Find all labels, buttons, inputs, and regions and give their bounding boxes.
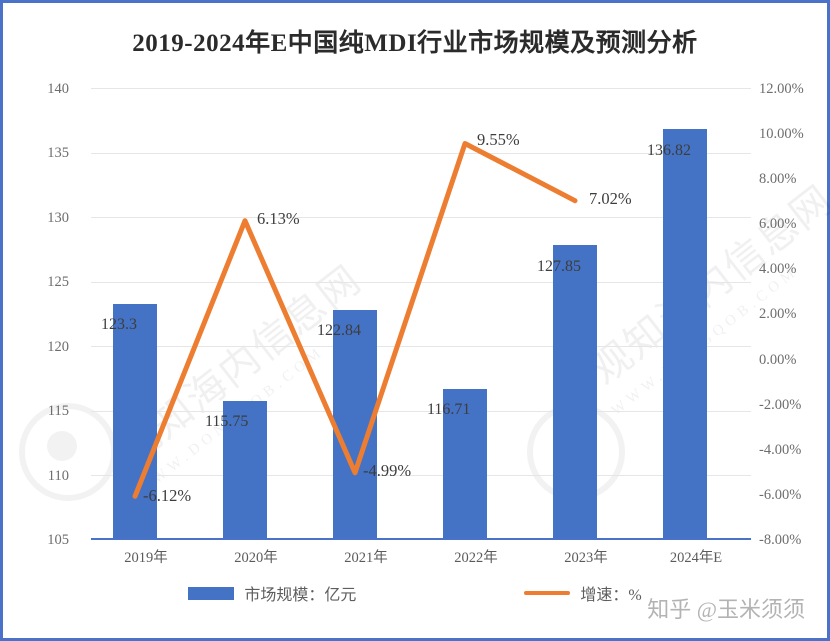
growth-line-series (132, 141, 578, 499)
watermark-dot-left (47, 431, 77, 461)
chart-title: 2019-2024年E中国纯MDI行业市场规模及预测分析 (132, 30, 698, 57)
gridline (91, 152, 751, 154)
bar-value-label-2019: 123.3 (101, 316, 137, 333)
gridline (91, 217, 751, 219)
bar-value-label-2021: 122.84 (317, 322, 361, 339)
x-axis-label-2023: 2023年 (564, 550, 608, 566)
line-value-label-2020: 6.13% (257, 209, 300, 228)
y-axis-right-tick: 6.00% (759, 216, 797, 232)
bar-2019[interactable] (113, 303, 157, 540)
y-axis-right-tick: -8.00% (759, 532, 802, 548)
bar-2024e[interactable] (663, 129, 707, 540)
x-axis-label-2021: 2021年 (344, 550, 388, 566)
legend-bar-swatch-icon (188, 586, 235, 600)
x-axis-label-2022: 2022年 (454, 550, 498, 566)
y-axis-right-tick: 8.00% (759, 171, 797, 187)
bar-value-label-2022: 116.71 (427, 401, 471, 418)
y-axis-left-tick: 140 (47, 81, 69, 97)
gridline (91, 88, 751, 89)
bar-value-label-2020: 115.75 (205, 413, 249, 430)
y-axis-left-tick: 110 (47, 468, 69, 484)
y-axis-left-tick: 105 (47, 532, 69, 548)
plot-area: 123.3 115.75 122.84 116.71 127.85 136.82… (91, 88, 751, 540)
y-axis-right-tick: -6.00% (759, 487, 802, 503)
y-axis-left-tick: 125 (47, 274, 69, 290)
y-axis-right-tick: -4.00% (759, 442, 802, 458)
x-axis-label-2019: 2019年 (124, 550, 168, 566)
gridline (91, 475, 751, 477)
legend-label-market-size: 市场规模：亿元 (244, 587, 357, 604)
y-axis-left-tick: 130 (47, 210, 69, 226)
y-axis-right-tick: -2.00% (759, 397, 802, 413)
zhihu-attribution-watermark: 知乎 @玉米须须 (647, 597, 805, 622)
x-axis-label-2020: 2020年 (234, 550, 278, 566)
y-axis-right-tick: 10.00% (759, 126, 804, 142)
x-axis-label-2024e: 2024年E (669, 550, 723, 566)
legend-item-growth-rate[interactable]: 增速：% (524, 581, 642, 605)
line-value-label-2019: -6.12% (143, 486, 192, 505)
x-axis-line (91, 538, 751, 540)
chart-legend: 市场规模：亿元 增速：% (3, 581, 827, 605)
bar-2020[interactable] (223, 401, 267, 540)
gridline (91, 410, 751, 412)
y-axis-right-tick: 4.00% (759, 261, 797, 277)
legend-line-swatch-icon (524, 591, 571, 595)
line-value-label-2021: -4.99% (363, 461, 412, 480)
bar-value-label-2024e: 136.82 (647, 142, 691, 159)
y-axis-left-tick: 120 (47, 339, 69, 355)
bar-2022[interactable] (443, 389, 487, 540)
y-axis-left-tick: 135 (47, 145, 69, 161)
legend-item-market-size[interactable]: 市场规模：亿元 (188, 581, 356, 605)
y-axis-right-tick: 12.00% (759, 81, 804, 97)
bar-2023[interactable] (553, 245, 597, 540)
y-axis-left-tick: 115 (47, 403, 69, 419)
legend-label-growth-rate: 增速：% (580, 587, 642, 604)
line-value-label-2023: 7.02% (589, 189, 632, 208)
gridline (91, 346, 751, 348)
y-axis-right-tick: 0.00% (759, 352, 797, 368)
bar-value-label-2023: 127.85 (537, 258, 581, 275)
line-value-label-2022: 9.55% (477, 130, 520, 149)
y-axis-right-tick: 2.00% (759, 306, 797, 322)
